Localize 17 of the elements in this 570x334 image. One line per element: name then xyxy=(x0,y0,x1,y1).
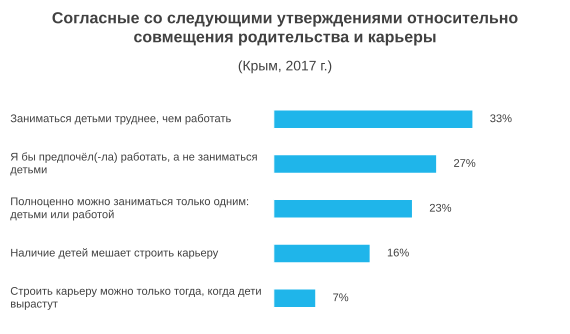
data-label: 7% xyxy=(333,293,348,302)
chart-subtitle: (Крым, 2017 г.) xyxy=(238,60,332,74)
data-label: 16% xyxy=(388,248,409,256)
bar xyxy=(274,243,372,264)
data-label: 27% xyxy=(454,159,476,167)
y-tick-label: Наличие детей мешает строить карьеру xyxy=(11,248,218,259)
data-label: 23% xyxy=(430,204,452,212)
bar xyxy=(274,288,317,308)
y-tick-label: Полноценно можно заниматься только одним: детьми или работой xyxy=(10,197,248,220)
y-tick-label: Строить карьеру можно только тогда, когда дети вырастут xyxy=(10,286,261,310)
y-tick-label: Я бы предпочёл(-ла) работать, а не заниматься детьми xyxy=(10,152,257,176)
bar xyxy=(274,198,414,219)
y-tick-label: Заниматься детьми труднее, чем работать xyxy=(10,114,231,124)
bar xyxy=(274,154,438,174)
data-label: 33% xyxy=(490,114,512,122)
chart-title: Согласные со следующими утверждениями относительно совмещения родительства и карьеры xyxy=(52,12,518,46)
bar xyxy=(274,109,474,130)
